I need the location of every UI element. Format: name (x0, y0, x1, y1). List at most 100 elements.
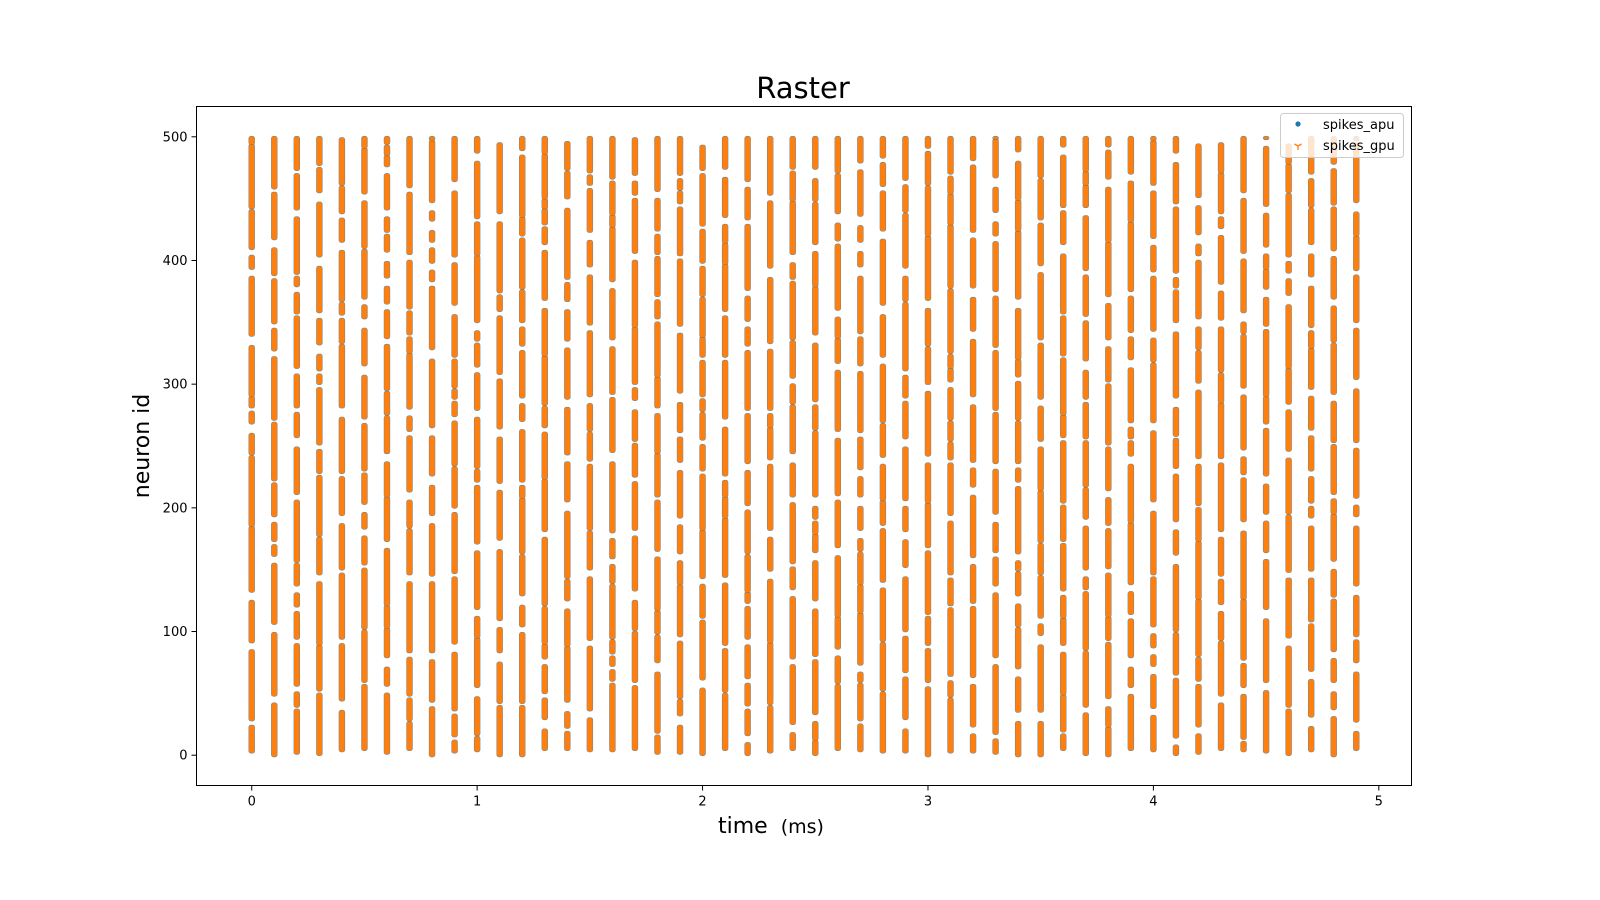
spike-segment-gpu (1082, 402, 1089, 439)
spike-segment-gpu (812, 521, 819, 535)
spike-segment-gpu (384, 216, 390, 233)
spike-segment-gpu (925, 186, 931, 237)
spike-segment-gpu (248, 143, 255, 209)
spike-segment-gpu (1060, 505, 1067, 542)
spike-segment-gpu (722, 648, 728, 693)
spike-segment-gpu (384, 391, 390, 416)
spike-segment-gpu (406, 336, 413, 354)
spike-segment-gpu (1240, 599, 1247, 661)
spike-segment-gpu (1218, 537, 1224, 577)
spike-column (473, 136, 481, 753)
spike-segment-gpu (474, 161, 480, 219)
spike-segment-gpu (744, 413, 751, 464)
spike-segment-gpu (406, 657, 413, 697)
spike-segment-gpu (1037, 721, 1044, 757)
spike-segment-gpu (1353, 328, 1360, 380)
spike-segment-gpu (474, 136, 480, 154)
spike-segment-gpu (474, 255, 480, 323)
spike-segment-gpu (857, 225, 864, 243)
spike-segment-gpu (699, 336, 706, 358)
spike-column (519, 136, 526, 758)
spike-segment-gpu (1308, 208, 1314, 245)
spike-segment-gpu (947, 521, 954, 575)
spike-segment-gpu (519, 429, 526, 483)
spike-segment-gpu (1150, 276, 1157, 332)
spike-segment-gpu (474, 550, 480, 610)
spike-segment-gpu (541, 136, 548, 155)
spike-segment-gpu (361, 472, 368, 505)
spike-segment-gpu (474, 372, 480, 411)
spike-segment-gpu (722, 427, 728, 476)
spike-segment-gpu (1015, 467, 1021, 483)
spike-segment-gpu (1173, 331, 1179, 399)
spike-segment-gpu (1218, 142, 1224, 173)
spike-segment-gpu (1037, 623, 1044, 636)
spike-column (902, 136, 909, 754)
spike-segment-gpu (316, 202, 323, 258)
spike-segment-gpu (541, 537, 548, 606)
spike-segment-gpu (451, 466, 458, 509)
spike-segment-gpu (384, 667, 390, 687)
x-tick-label: 0 (248, 795, 256, 810)
spike-segment-gpu (992, 241, 999, 292)
spike-segment-gpu (294, 276, 300, 287)
spike-segment-gpu (1128, 427, 1134, 439)
spike-segment-gpu (339, 218, 345, 243)
spike-segment-gpu (1353, 595, 1360, 637)
spike-segment-gpu (406, 310, 413, 335)
spike-segment-gpu (925, 463, 931, 504)
spike-segment-gpu (677, 560, 683, 585)
spike-segment-gpu (1082, 440, 1089, 488)
spike-segment-gpu (339, 186, 345, 214)
spike-segment-gpu (271, 278, 278, 324)
spike-segment-gpu (632, 387, 638, 401)
spike-segment-gpu (587, 576, 593, 641)
spike-segment-gpu (384, 344, 390, 391)
spike-segment-gpu (947, 193, 954, 225)
spike-segment-gpu (451, 314, 458, 358)
spike-segment-gpu (271, 563, 278, 625)
spike-segment-gpu (406, 500, 413, 528)
spike-segment-gpu (947, 176, 954, 194)
spike-segment-gpu (384, 286, 390, 305)
spike-segment-gpu (1128, 336, 1134, 360)
spike-segment-gpu (880, 587, 886, 642)
spike-segment-gpu (587, 330, 593, 397)
spike-segment-gpu (1060, 155, 1067, 208)
spike-segment-gpu (1150, 136, 1157, 141)
spike-segment-gpu (699, 229, 706, 264)
spike-segment-gpu (1015, 199, 1021, 232)
spike-column (1353, 136, 1360, 752)
spike-segment-gpu (384, 496, 390, 542)
spike-segment-gpu (744, 591, 751, 604)
spike-segment-gpu (564, 731, 571, 751)
spike-segment-gpu (902, 184, 909, 213)
spike-segment-gpu (902, 302, 909, 371)
spike-column (564, 140, 571, 752)
spike-segment-gpu (1105, 346, 1112, 382)
spike-segment-gpu (1308, 435, 1314, 471)
spike-segment-gpu (384, 136, 390, 145)
spike-segment-gpu (429, 523, 435, 577)
spike-segment-gpu (699, 145, 706, 171)
spike-segment-gpu (812, 202, 819, 245)
spike-segment-gpu (925, 308, 931, 347)
spike-segment-gpu (1308, 526, 1314, 572)
spike-segment-gpu (1285, 709, 1292, 756)
spike-segment-gpu (902, 136, 909, 181)
spike-segment-gpu (1195, 390, 1202, 459)
spike-segment-gpu (1240, 136, 1247, 193)
spike-column (1014, 136, 1022, 758)
spike-column (969, 136, 977, 754)
spike-segment-gpu (835, 684, 841, 751)
spike-segment-gpu (1015, 560, 1021, 572)
spike-segment-gpu (451, 401, 458, 417)
spike-segment-gpu (271, 328, 278, 352)
spike-segment-gpu (474, 417, 480, 469)
legend-marker-spikes-gpu (1294, 143, 1302, 150)
spike-segment-gpu (744, 742, 751, 756)
spike-segment-gpu (880, 500, 886, 526)
spike-segment-gpu (835, 223, 841, 241)
spike-segment-gpu (902, 506, 909, 532)
spike-segment-gpu (406, 435, 413, 493)
